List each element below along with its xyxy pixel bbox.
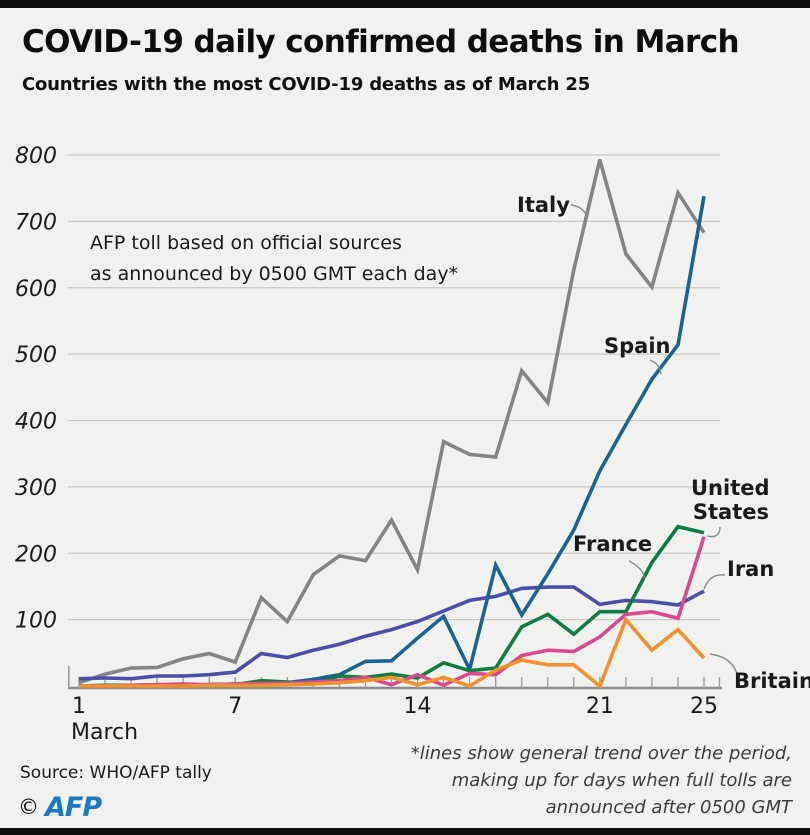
x-tick-label-25: 25 [690, 694, 718, 719]
bottom-bar [0, 828, 810, 835]
series-label-united-states: United States [691, 476, 770, 524]
copyright-icon: © [18, 795, 39, 819]
x-tick-label-7: 7 [228, 694, 242, 719]
pointer-italy [570, 204, 588, 217]
y-tick-label-700: 700 [15, 210, 57, 235]
line-britain [79, 616, 706, 689]
annotation-line1: AFP toll based on official sources [90, 232, 402, 254]
y-tick-label-300: 300 [15, 476, 57, 501]
y-tick-label-600: 600 [15, 277, 57, 302]
top-bar [0, 0, 810, 8]
afp-logo: © AFP [18, 792, 102, 823]
x-axis-month-label: March [71, 720, 138, 745]
y-tick-label-800: 800 [15, 144, 57, 169]
afp-logo-text: AFP [45, 792, 102, 823]
y-tick-label-500: 500 [15, 343, 57, 368]
x-tick-label-14: 14 [404, 694, 432, 719]
series-label-france: France [573, 532, 653, 556]
y-tick-label-100: 100 [15, 609, 57, 634]
page-title: COVID-19 daily confirmed deaths in March [22, 24, 740, 60]
y-tick-label-200: 200 [15, 542, 57, 567]
y-tick-label-400: 400 [15, 410, 57, 435]
pointer-united-states [706, 526, 721, 538]
footnote-line3: announced after 0500 GMT [545, 797, 792, 818]
series-label-italy: Italy [517, 193, 570, 217]
pointer-britain [709, 653, 738, 675]
pointer-iran [703, 574, 726, 590]
pointer-france [628, 560, 646, 580]
line-italy [78, 159, 706, 685]
footnote-line1: *lines show general trend over the perio… [410, 743, 792, 764]
annotation-line2: as announced by 0500 GMT each day* [90, 263, 459, 285]
x-tick-label-21: 21 [586, 694, 614, 719]
footnote: *lines show general trend over the perio… [411, 740, 792, 821]
chart-annotation: AFP toll based on official sources as an… [90, 228, 458, 290]
source-credit: Source: WHO/AFP tally [20, 763, 212, 783]
x-tick-label-1: 1 [72, 694, 86, 719]
footnote-line2: making up for days when full tolls are [451, 770, 792, 791]
line-united-states [79, 536, 706, 688]
page-subtitle: Countries with the most COVID-19 deaths … [22, 74, 591, 95]
pointer-spain [649, 359, 662, 375]
series-label-iran: Iran [727, 557, 775, 581]
series-label-britain: Britain [734, 669, 810, 693]
line-iran [78, 585, 705, 681]
series-label-spain: Spain [604, 334, 671, 358]
